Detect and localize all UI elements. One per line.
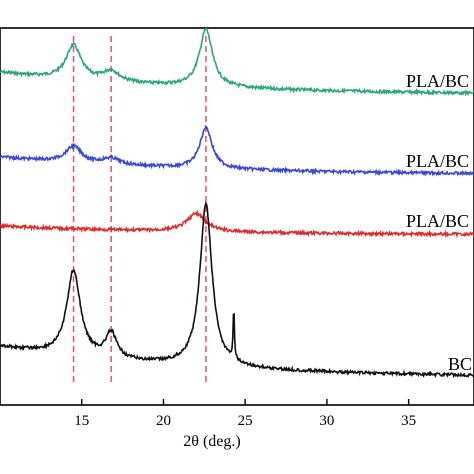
x-tick-label-20: 20 [156,413,171,429]
x-axis-title: 2θ (deg.) [183,433,240,450]
series-line-3 [0,200,474,379]
series-line-0 [0,27,474,97]
x-tick-label-15: 15 [74,413,89,429]
x-tick-label-35: 35 [401,413,416,429]
series-label-0: PLA/BC [406,71,469,91]
plot-frame [0,27,474,406]
x-tick-label-30: 30 [319,413,334,429]
series-label-1: PLA/BC [406,151,469,171]
reference-lines [72,36,207,385]
series-labels: PLA/BC PLA/BC PLA/BC BC [406,71,472,374]
x-axis-ticks: 15 20 25 30 35 [74,399,416,429]
series-layer [0,27,474,379]
series-line-1 [0,125,474,177]
series-label-3: BC [448,354,472,374]
series-line-2 [0,210,474,239]
x-tick-label-25: 25 [238,413,253,429]
series-label-2: PLA/BC [406,211,469,231]
